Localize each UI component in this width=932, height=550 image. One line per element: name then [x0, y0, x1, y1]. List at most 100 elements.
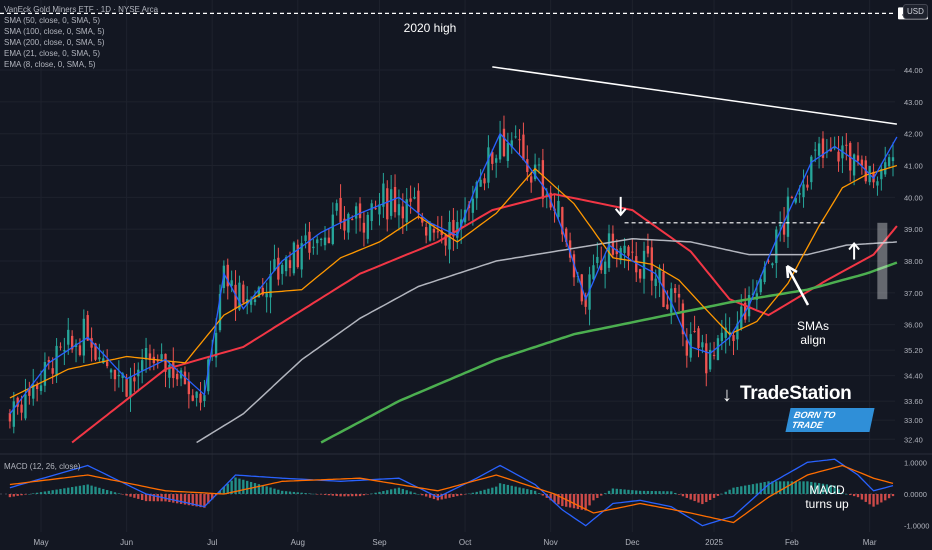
currency-button[interactable]: USD	[903, 4, 928, 19]
candle-body	[522, 134, 525, 161]
macd-histogram-bar	[623, 489, 626, 494]
price-tick-label: 38.00	[904, 257, 923, 266]
candle-body	[596, 256, 599, 263]
candle-body	[775, 229, 778, 264]
macd-histogram-bar	[86, 484, 89, 494]
macd-histogram-bar	[463, 494, 467, 495]
smas-label-line1: SMAs	[796, 319, 829, 333]
macd-histogram-bar	[425, 494, 428, 497]
candle-body	[440, 230, 443, 235]
time-axis-label: Oct	[459, 538, 472, 547]
macd-histogram-bar	[876, 494, 879, 505]
candle-body	[413, 196, 416, 199]
macd-histogram-bar	[168, 494, 171, 503]
macd-histogram-bar	[354, 494, 358, 497]
legend-sma50[interactable]: SMA (50, close, 0, SMA, 5)	[4, 16, 101, 25]
macd-histogram-bar	[798, 481, 801, 494]
macd-histogram-bar	[386, 490, 389, 494]
candle-body	[358, 203, 362, 219]
macd-histogram-bar	[537, 493, 541, 494]
macd-histogram-bar	[417, 494, 420, 495]
candle-body	[856, 155, 860, 161]
time-axis-label: Aug	[291, 538, 305, 547]
candle-body	[148, 353, 152, 361]
macd-histogram-bar	[28, 494, 31, 495]
macd-histogram-bar	[705, 494, 708, 503]
candle-body	[90, 337, 93, 348]
time-axis-label: Jun	[120, 538, 133, 547]
legend-sma100[interactable]: SMA (100, close, 0, SMA, 5)	[4, 27, 105, 36]
macd-histogram-bar	[495, 486, 498, 494]
candle-body	[253, 299, 257, 303]
macd-histogram-bar	[401, 488, 404, 494]
macd-histogram-bar	[409, 491, 412, 494]
macd-histogram-bar	[689, 494, 692, 500]
candle-body	[331, 214, 334, 245]
price-tick-label: 34.40	[904, 372, 923, 381]
candle-body	[537, 164, 541, 166]
macd-histogram-bar	[125, 494, 128, 496]
candle-body	[452, 219, 455, 237]
candle-body	[860, 159, 864, 166]
macd-histogram-bar	[82, 485, 85, 494]
legend-ema21[interactable]: EMA (21, close, 0, SMA, 5)	[4, 49, 101, 58]
candle-body	[436, 231, 440, 233]
macd-histogram-bar	[288, 491, 292, 494]
macd-histogram-bar	[814, 482, 817, 494]
macd-histogram-bar	[533, 490, 537, 494]
candle-body	[382, 183, 385, 207]
macd-histogram-bar	[129, 494, 132, 497]
candle-body	[296, 244, 299, 268]
macd-histogram-bar	[767, 481, 770, 494]
macd-histogram-bar	[685, 494, 688, 498]
macd-histogram-bar	[491, 487, 494, 494]
macd-histogram-bar	[222, 486, 226, 494]
candle-body	[300, 243, 303, 270]
macd-legend[interactable]: MACD (12, 26, close)	[4, 462, 81, 471]
candle-body	[397, 204, 401, 216]
macd-histogram-bar	[712, 494, 716, 498]
candle-body	[242, 284, 245, 303]
candle-body	[113, 369, 117, 380]
candle-body	[35, 384, 39, 390]
candle-body	[763, 266, 766, 283]
up-arrow-icon	[848, 241, 860, 260]
candle-body	[631, 251, 634, 253]
macd-histogram-bar	[308, 493, 311, 494]
candle-body	[292, 242, 296, 274]
legend-sma200[interactable]: SMA (200, close, 0, SMA, 5)	[4, 38, 105, 47]
macd-histogram-bar	[339, 494, 342, 497]
candle-body	[20, 404, 23, 413]
price-tick-label: 33.60	[904, 397, 923, 406]
macd-histogram-bar	[475, 491, 478, 494]
macd-histogram-bar	[615, 488, 618, 494]
price-tick-label: 41.00	[904, 162, 923, 171]
time-axis-label: Mar	[863, 538, 877, 547]
candle-body	[277, 257, 280, 280]
chart-annotations	[0, 12, 898, 306]
candle-body	[779, 224, 782, 227]
price-tick-label: 44.00	[904, 66, 923, 75]
candle-body	[736, 323, 739, 340]
candle-body	[319, 238, 323, 241]
macd-histogram-bar	[296, 492, 299, 494]
candle-body	[339, 197, 342, 223]
macd-histogram-bar	[133, 494, 136, 498]
macd-histogram-bar	[105, 490, 109, 494]
candle-body	[833, 146, 836, 149]
macd-histogram-bar	[755, 483, 759, 494]
candle-body	[269, 274, 272, 298]
candle-body	[444, 235, 447, 246]
sma100-line	[196, 237, 897, 444]
macd-histogram-bar	[269, 487, 272, 494]
macd-histogram-bar	[487, 488, 490, 494]
macd-histogram-bar	[627, 489, 630, 494]
legend-ema8[interactable]: EMA (8, close, 0, SMA, 5)	[4, 60, 96, 69]
macd-histogram-bar	[744, 485, 747, 494]
macd-histogram-bar	[568, 494, 572, 508]
macd-histogram-bar	[817, 483, 821, 494]
candle-body	[51, 368, 54, 374]
macd-histogram-bar	[351, 494, 354, 497]
macd-histogram-bar	[393, 488, 397, 494]
